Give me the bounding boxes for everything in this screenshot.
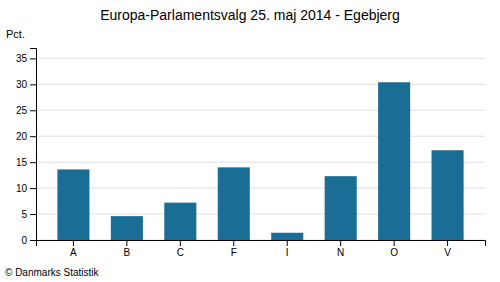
y-tick-label: 15 bbox=[16, 157, 28, 168]
x-tick-mark bbox=[447, 240, 448, 246]
grid-line bbox=[36, 58, 485, 59]
x-tick: N bbox=[337, 240, 344, 258]
y-tick-label: 30 bbox=[16, 79, 28, 90]
grid-line bbox=[36, 214, 485, 215]
grid bbox=[36, 58, 485, 240]
x-tick: O bbox=[390, 240, 398, 258]
x-tick-mark bbox=[287, 240, 288, 246]
y-tick-label: 0 bbox=[21, 235, 27, 246]
x-tick-label: F bbox=[231, 247, 237, 258]
y-tick: 15 bbox=[16, 157, 36, 168]
x-axis: ABCFINOV bbox=[37, 240, 486, 258]
y-tick-label: 20 bbox=[16, 131, 28, 142]
x-tick: C bbox=[177, 240, 184, 258]
bar bbox=[57, 169, 89, 240]
grid-line bbox=[36, 162, 485, 163]
y-tick-label: 10 bbox=[16, 183, 28, 194]
x-tick: I bbox=[286, 240, 289, 258]
x-tick-label: A bbox=[70, 247, 77, 258]
y-tick-mark bbox=[30, 136, 36, 137]
y-axis-label: Pct. bbox=[6, 28, 25, 40]
x-axis-line bbox=[37, 241, 486, 247]
y-tick-mark bbox=[30, 84, 36, 85]
grid-line bbox=[36, 188, 485, 189]
y-axis: 0 5 10 15 20 25 30 35 bbox=[16, 49, 37, 246]
footer: © Danmarks Statistik bbox=[5, 267, 100, 278]
bar bbox=[325, 176, 357, 240]
y-tick: 30 bbox=[16, 79, 36, 90]
y-axis-line bbox=[30, 49, 37, 241]
x-tick-label: N bbox=[337, 247, 344, 258]
x-tick-label: I bbox=[286, 247, 289, 258]
y-tick: 25 bbox=[16, 105, 36, 116]
grid-line bbox=[36, 110, 485, 111]
y-tick: 20 bbox=[16, 131, 36, 142]
y-tick: 0 bbox=[21, 235, 36, 246]
x-tick-label: V bbox=[444, 247, 451, 258]
x-tick-mark bbox=[73, 240, 74, 246]
x-tick-mark bbox=[340, 240, 341, 246]
y-tick-mark bbox=[30, 240, 36, 241]
y-tick-label: 25 bbox=[16, 105, 28, 116]
x-tick-mark bbox=[126, 240, 127, 246]
grid-line bbox=[36, 136, 485, 137]
y-tick-mark bbox=[30, 188, 36, 189]
marks bbox=[57, 82, 463, 240]
x-tick: B bbox=[124, 240, 131, 258]
x-tick-mark bbox=[233, 240, 234, 246]
chart-container: Europa-Parlamentsvalg 25. maj 2014 - Ege… bbox=[0, 0, 500, 282]
y-tick-label: 5 bbox=[21, 209, 27, 220]
bar bbox=[111, 216, 143, 240]
x-tick-mark bbox=[394, 240, 395, 246]
bar bbox=[164, 203, 196, 240]
x-tick-mark bbox=[180, 240, 181, 246]
x-tick: F bbox=[231, 240, 237, 258]
grid-line bbox=[36, 84, 485, 85]
y-tick: 5 bbox=[21, 209, 36, 220]
y-tick-label: 35 bbox=[16, 53, 28, 64]
bar bbox=[271, 233, 303, 240]
y-tick-mark bbox=[30, 58, 36, 59]
x-tick-label: B bbox=[124, 247, 131, 258]
bar bbox=[378, 82, 410, 240]
y-tick-mark bbox=[30, 110, 36, 111]
y-tick-mark bbox=[30, 214, 36, 215]
y-tick-mark bbox=[30, 162, 36, 163]
bar bbox=[218, 167, 250, 240]
x-tick: A bbox=[70, 240, 77, 258]
x-tick-label: O bbox=[390, 247, 398, 258]
y-tick: 10 bbox=[16, 183, 36, 194]
x-tick: V bbox=[444, 240, 451, 258]
plot: 0 5 10 15 20 25 30 35 A B C F I N O V bbox=[16, 49, 486, 259]
x-tick-label: C bbox=[177, 247, 184, 258]
bar bbox=[432, 150, 464, 240]
chart-svg: Europa-Parlamentsvalg 25. maj 2014 - Ege… bbox=[0, 0, 500, 282]
title: Europa-Parlamentsvalg 25. maj 2014 - Ege… bbox=[100, 7, 400, 23]
y-tick: 35 bbox=[16, 53, 36, 64]
